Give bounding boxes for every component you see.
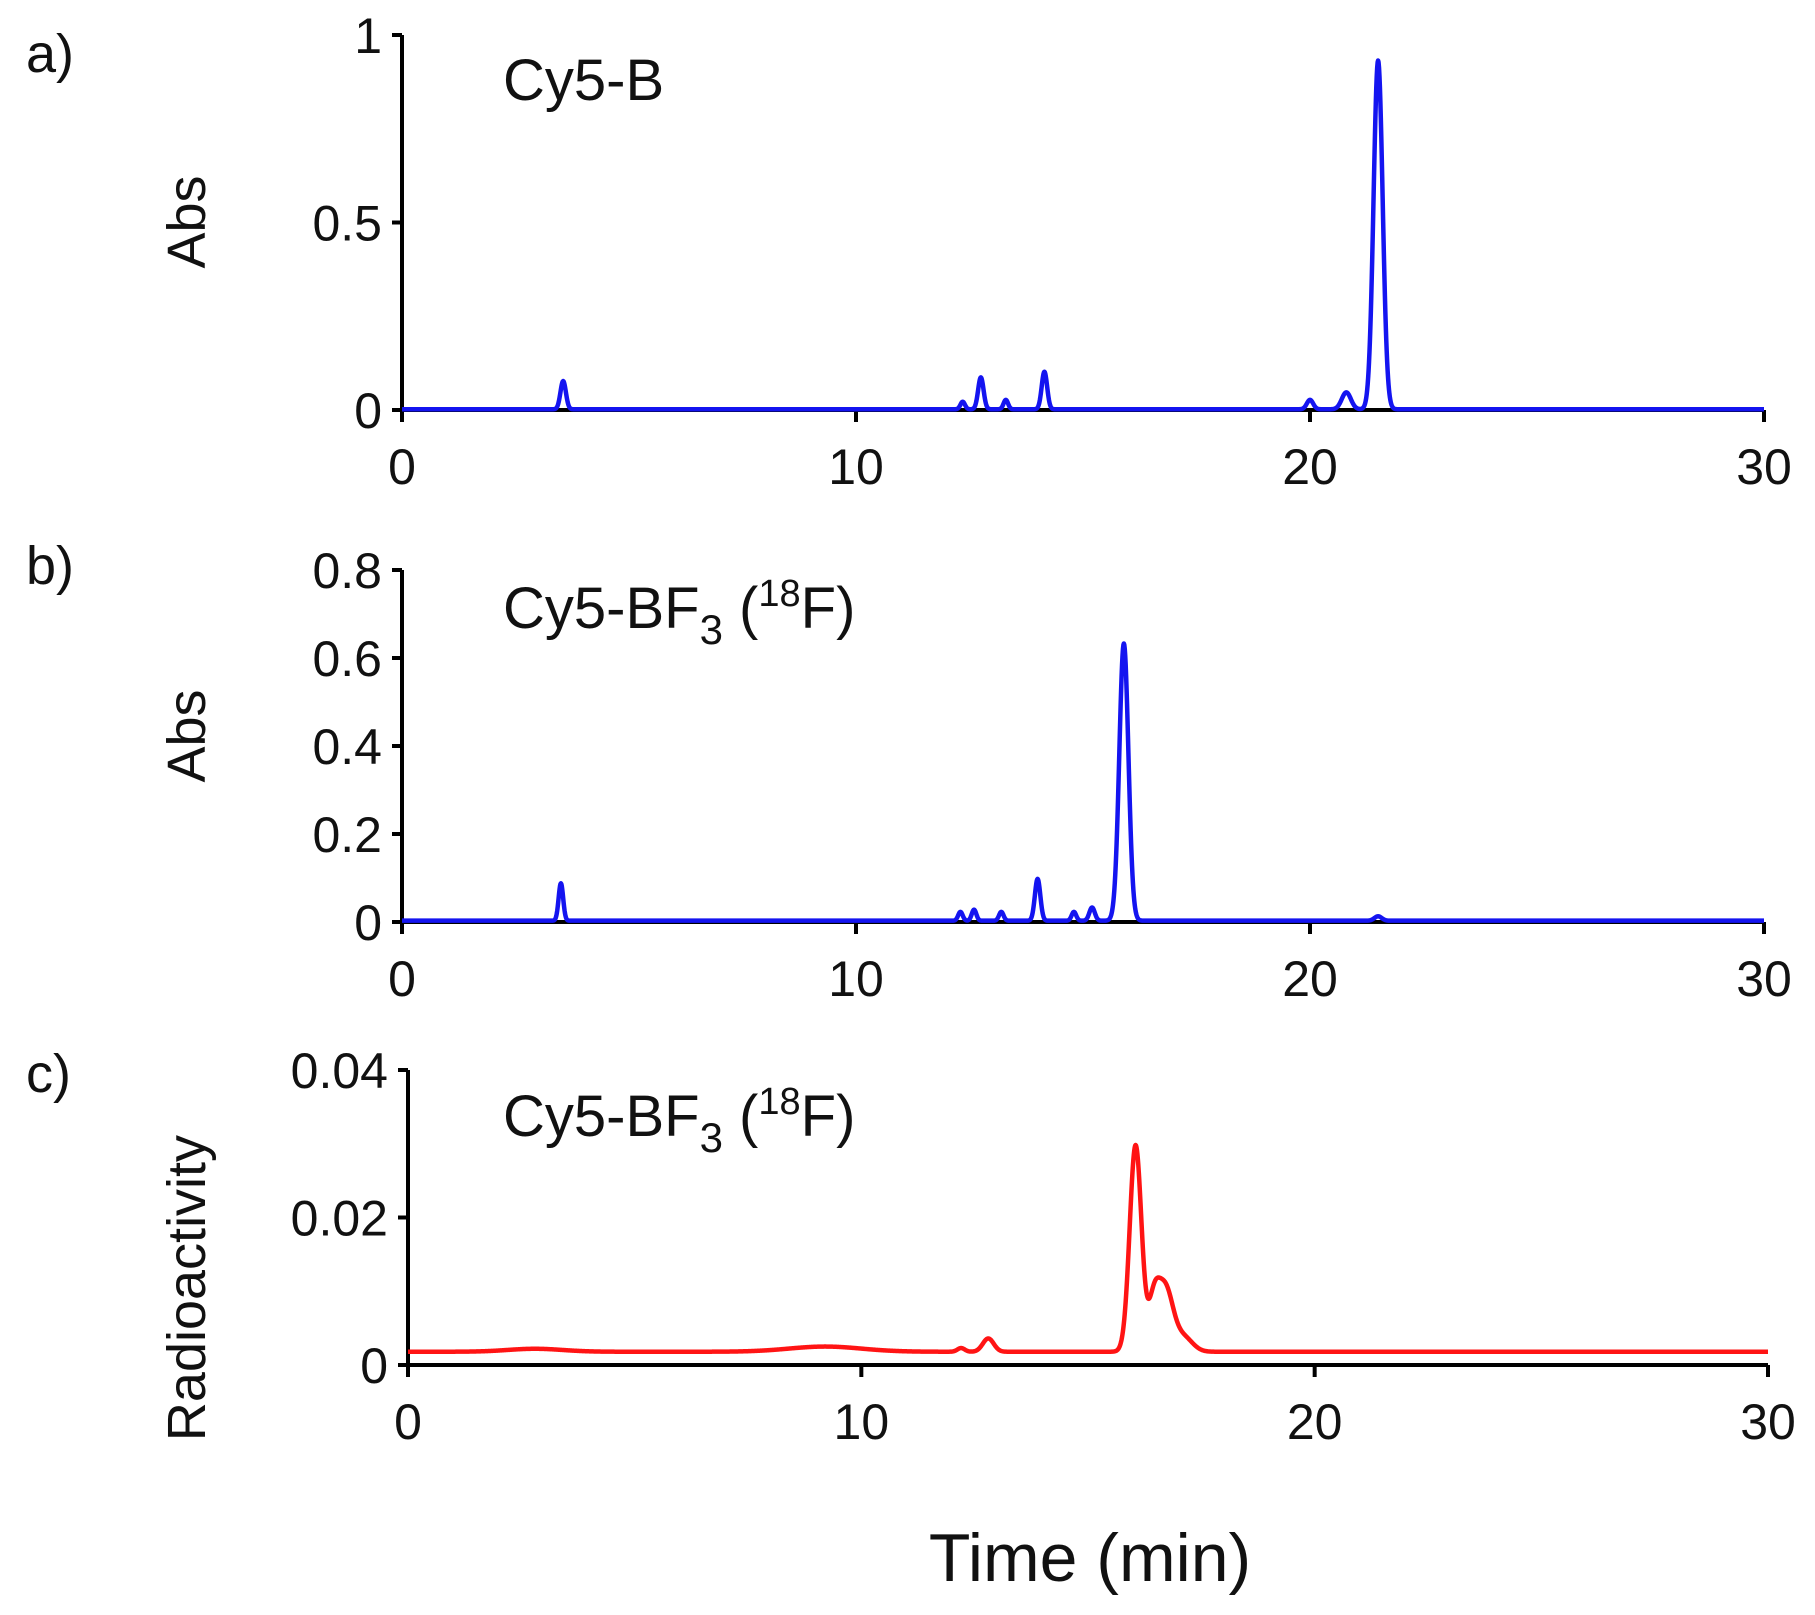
- panel-b-x-tick-label: 10: [828, 951, 884, 1007]
- panel-b-y-tick-label: 0: [354, 895, 382, 951]
- panel-c-y-tick-labels: 0 0.02 0.04: [291, 1043, 408, 1394]
- panel-c-y-tick-label: 0.02: [291, 1191, 388, 1247]
- panel-a-y-axis-label: Abs: [157, 175, 217, 268]
- panel-b-x-tick-label: 30: [1736, 951, 1792, 1007]
- panel-b-y-tick-labels: 0 0.2 0.4 0.6 0.8: [312, 543, 402, 951]
- panel-a-y-tick-label: 0: [354, 383, 382, 439]
- panel-a-x-tick-label: 0: [388, 439, 416, 495]
- panel-b-y-axis-label: Abs: [157, 689, 217, 782]
- panel-b-x-tick-labels: 0 10 20 30: [388, 922, 1792, 1007]
- panel-a-y-tick-label: 0.5: [312, 196, 382, 252]
- panel-b-y-tick-label: 0.2: [312, 807, 382, 863]
- panel-b-x-tick-label: 20: [1282, 951, 1338, 1007]
- panel-a-x-tick-label: 10: [828, 439, 884, 495]
- panel-b-y-tick-label: 0.4: [312, 719, 382, 775]
- panel-a-x-tick-label: 30: [1736, 439, 1792, 495]
- panel-a: a) Cy5-B Abs 00.51 0 10 20 30: [26, 8, 1792, 495]
- panel-b-title: Cy5-BF3 (18F): [503, 573, 855, 653]
- panel-b-x-tick-label: 0: [388, 951, 416, 1007]
- panel-c-x-tick-label: 10: [834, 1394, 890, 1450]
- panel-c-y-tick-label: 0: [360, 1338, 388, 1394]
- panel-c-label: c): [26, 1044, 71, 1104]
- panel-c-x-tick-labels: 0 10 20 30: [394, 1365, 1796, 1450]
- panel-a-x-tick-labels: 0 10 20 30: [388, 410, 1792, 495]
- panel-b: b) Cy5-BF3 (18F) Abs 0 0.2 0.4 0.6 0.8 0 10 20…: [26, 536, 1792, 1007]
- panel-b-trace-line: [400, 641, 1766, 923]
- panel-c-y-tick-label: 0.04: [291, 1043, 388, 1099]
- panel-c-trace-line: [406, 1142, 1770, 1354]
- panel-c-x-tick-label: 20: [1287, 1394, 1343, 1450]
- panel-a-x-tick-label: 20: [1282, 439, 1338, 495]
- panel-a-y-tick-labels: 00.51: [312, 8, 402, 439]
- panel-c-y-axis-label: Radioactivity: [157, 1135, 217, 1441]
- panel-a-label: a): [26, 24, 74, 84]
- x-axis-title: Time (min): [929, 1520, 1251, 1596]
- panel-c-x-tick-label: 30: [1740, 1394, 1796, 1450]
- panel-a-y-tick-label: 1: [354, 8, 382, 64]
- panel-b-y-tick-label: 0.8: [312, 543, 382, 599]
- panel-b-y-tick-label: 0.6: [312, 631, 382, 687]
- panel-c-title: Cy5-BF3 (18F): [503, 1081, 855, 1161]
- panel-b-label: b): [26, 536, 74, 596]
- panel-a-title: Cy5-B: [503, 48, 664, 113]
- panel-c-x-tick-label: 0: [394, 1394, 422, 1450]
- panel-a-trace-line: [400, 58, 1766, 412]
- panel-c: c) Cy5-BF3 (18F) Radioactivity 0 0.02 0.04…: [26, 1043, 1796, 1450]
